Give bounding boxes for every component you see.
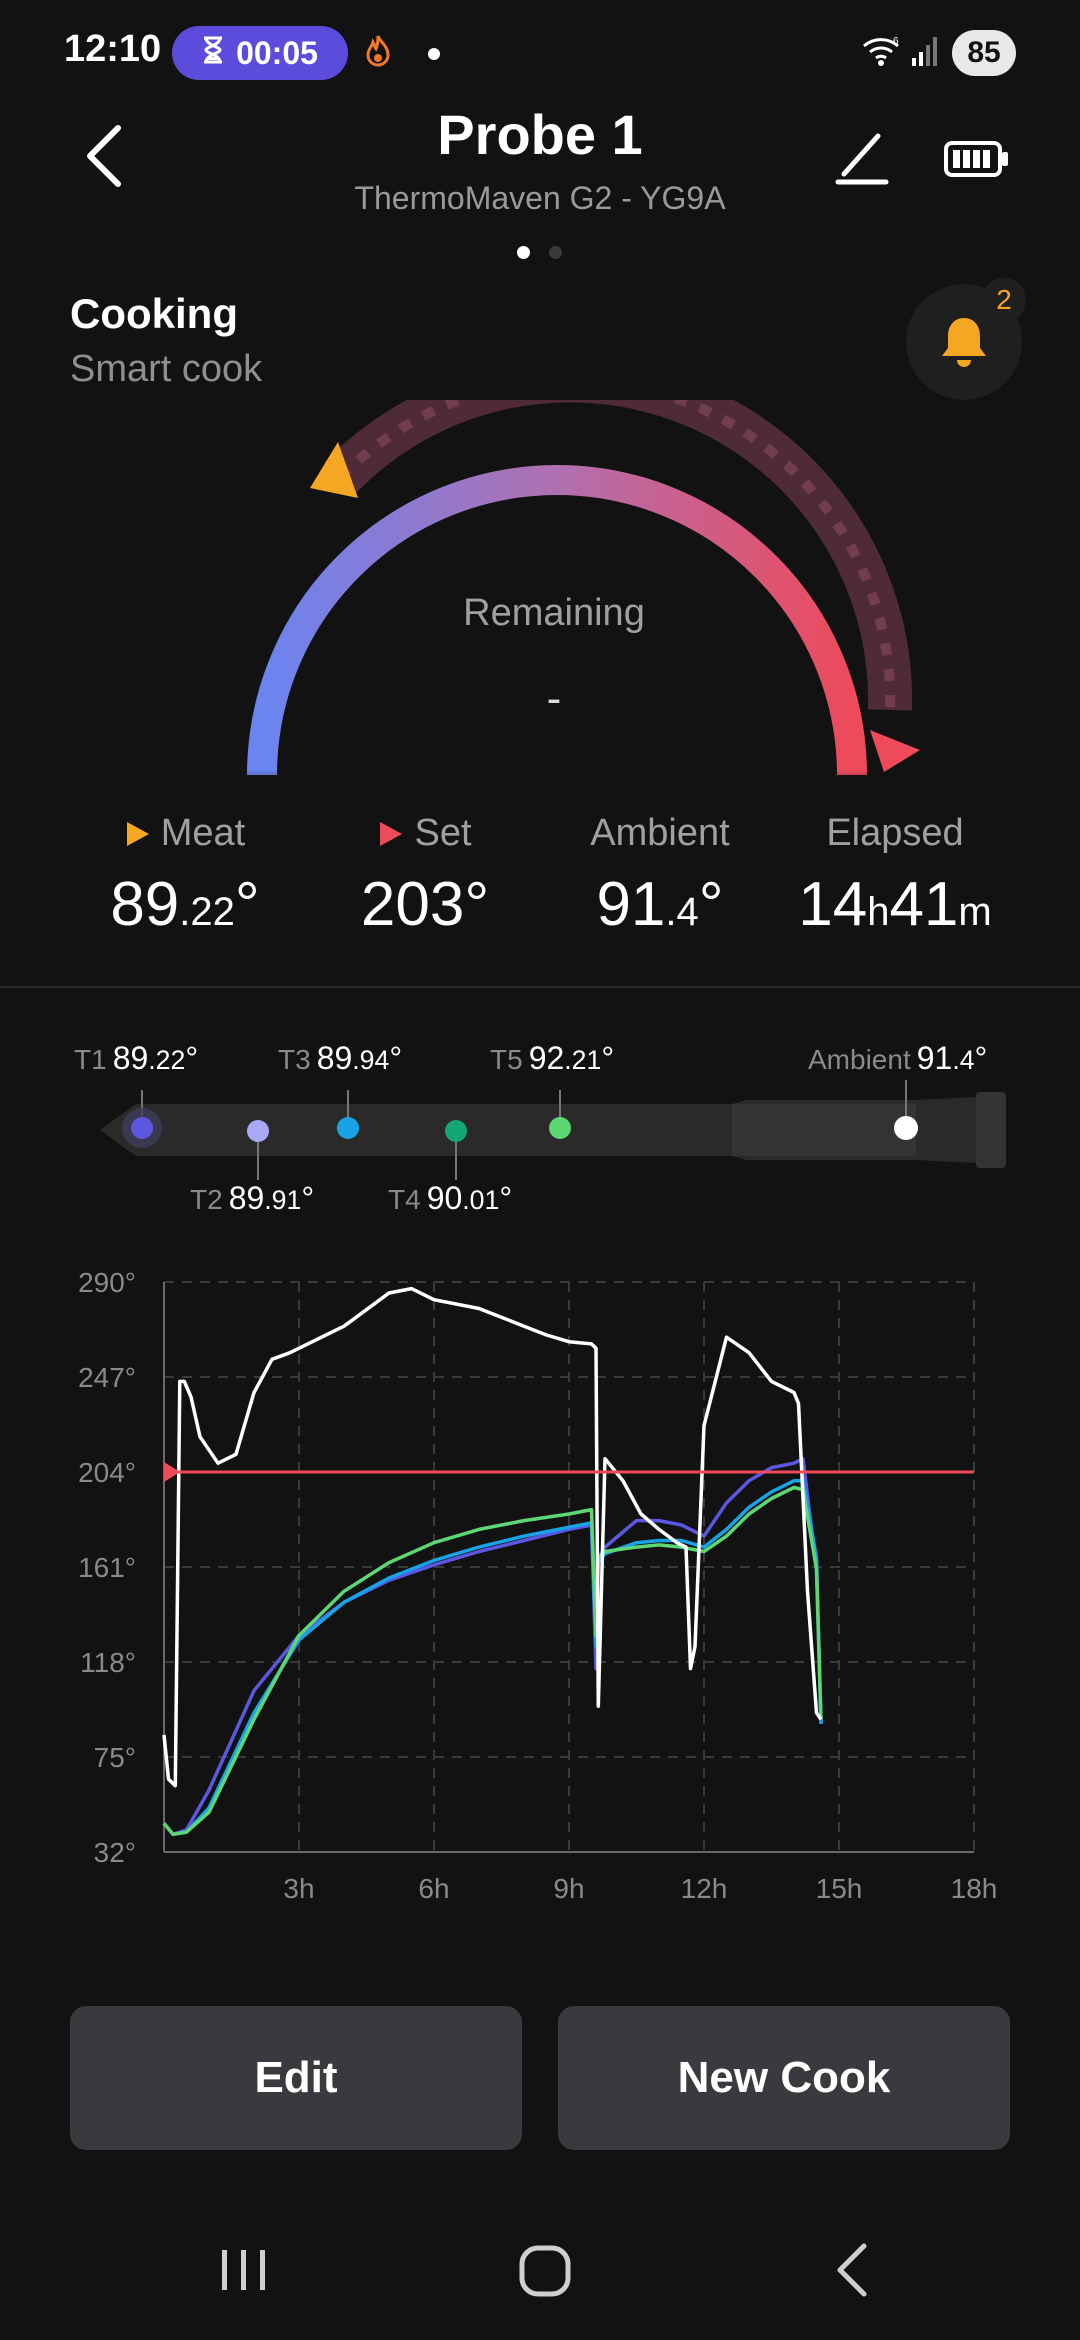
series-line — [162, 1485, 823, 1837]
series-line — [162, 1456, 823, 1837]
timer-text: 00:05 — [236, 34, 318, 71]
timer-pill[interactable]: 00:05 — [172, 26, 348, 80]
remaining-label: Remaining — [463, 592, 645, 634]
wifi-icon: 6 — [862, 34, 902, 73]
hourglass-icon — [202, 35, 224, 72]
remaining-value: - — [546, 674, 562, 723]
y-tick-label: 161° — [78, 1552, 136, 1583]
signal-icon — [910, 34, 940, 73]
pencil-icon — [835, 133, 889, 185]
sensor-t1-dot — [131, 1117, 153, 1139]
sensor-t3-dot — [337, 1117, 359, 1139]
set-temp-marker-icon — [870, 730, 920, 772]
y-tick-label: 204° — [78, 1457, 136, 1488]
sensor-ambient-reading: Ambient 91.4° — [808, 1040, 988, 1076]
sensor-t5-dot — [549, 1117, 571, 1139]
probe-diagram — [100, 1080, 1006, 1180]
alert-count-badge: 2 — [982, 278, 1026, 322]
x-tick-label: 18h — [951, 1873, 998, 1904]
sensor-t2-reading: T2 89.91° — [190, 1180, 315, 1216]
set-temp-marker — [164, 1462, 180, 1482]
back-arrow-icon — [87, 125, 121, 187]
series-line — [162, 1286, 823, 1788]
sensor-t3-reading: T3 89.94° — [278, 1040, 403, 1076]
meat-temp-marker-icon — [310, 442, 358, 498]
cook-progress-gauge — [240, 400, 920, 800]
device-name: ThermoMaven G2 - YG9A — [354, 180, 726, 216]
page-title: Probe 1 — [437, 103, 643, 166]
page-dot-active — [517, 246, 530, 259]
battery-indicator: 85 — [952, 30, 1016, 76]
recent-apps-icon[interactable] — [218, 2240, 270, 2305]
nav-back-icon[interactable] — [830, 2240, 874, 2305]
sensor-t1-reading: T1 89.22° — [74, 1040, 199, 1076]
sensor-t4-reading: T4 90.01° — [388, 1180, 513, 1216]
cook-mode: Smart cook — [70, 348, 263, 390]
home-icon[interactable] — [518, 2240, 574, 2305]
series-line — [162, 1479, 823, 1837]
page-dot — [549, 246, 562, 259]
y-tick-label: 247° — [78, 1362, 136, 1393]
ambient-stat: Ambient 91.4° — [590, 812, 730, 939]
cook-status: Cooking — [70, 290, 238, 337]
svg-text:6: 6 — [893, 36, 899, 47]
back-button[interactable] — [82, 124, 126, 193]
flame-icon — [366, 34, 390, 77]
y-tick-label: 32° — [94, 1837, 136, 1868]
y-tick-label: 118° — [80, 1647, 136, 1678]
x-tick-label: 15h — [816, 1873, 863, 1904]
bell-icon — [942, 318, 986, 367]
meat-stat: Meat 89.22° — [110, 812, 260, 939]
probe-battery-icon — [944, 140, 1010, 183]
elapsed-stat: Elapsed 14h41m — [798, 812, 992, 939]
y-tick-label: 75° — [94, 1742, 136, 1773]
edit-button[interactable]: Edit — [70, 2006, 522, 2150]
set-stat: Set 203° — [360, 812, 490, 939]
new-cook-button[interactable]: New Cook — [558, 2006, 1010, 2150]
x-tick-label: 9h — [553, 1873, 584, 1904]
temperature-chart: 290° 247° 204° 161° 118° 75° 32° 3h 6h 9h 12h 15h 18… — [78, 1267, 998, 1904]
sensor-t5-reading: T5 92.21° — [490, 1040, 615, 1076]
meat-triangle-icon — [126, 821, 149, 846]
sensor-ambient-dot — [894, 1116, 918, 1140]
x-tick-label: 12h — [681, 1873, 728, 1904]
x-tick-label: 3h — [283, 1873, 314, 1904]
notification-dot — [428, 48, 440, 60]
y-tick-label: 290° — [78, 1267, 136, 1298]
section-divider — [0, 986, 1080, 988]
sensor-t4-dot — [445, 1120, 467, 1142]
edit-probe-button[interactable] — [834, 128, 890, 193]
status-time: 12:10 — [64, 28, 162, 70]
set-triangle-icon — [380, 821, 403, 846]
x-tick-label: 6h — [418, 1873, 449, 1904]
sensor-t2-dot — [247, 1120, 269, 1142]
